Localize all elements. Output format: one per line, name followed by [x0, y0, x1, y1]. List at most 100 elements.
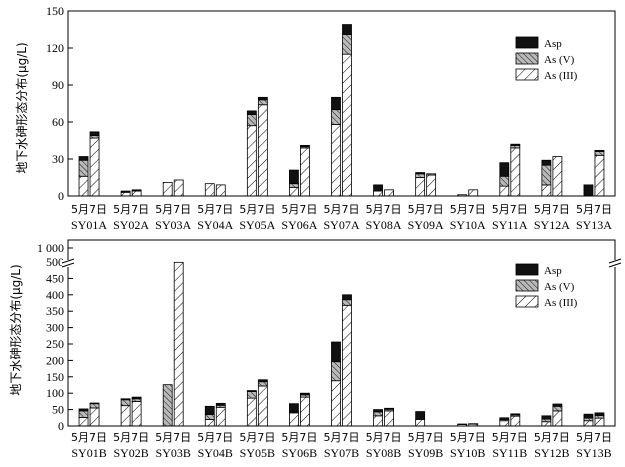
- bar-segment-asp: [415, 411, 426, 420]
- bar-segment-asp: [257, 379, 268, 383]
- bar-segment-asv: [246, 114, 257, 127]
- bar-segment-asp: [457, 423, 468, 425]
- bar-segment-asiii: [583, 420, 594, 427]
- legend-swatch: [515, 279, 539, 292]
- bar-segment-asp: [594, 412, 605, 416]
- bar-segment-asp: [215, 402, 226, 406]
- x-tick-label-date: 5月7日: [197, 431, 233, 444]
- x-tick-label-site: SY12A: [534, 218, 570, 232]
- bar-segment-asiii: [342, 53, 352, 197]
- x-tick-label-date: 5月7日: [576, 203, 612, 216]
- bar-segment-asp: [583, 184, 594, 197]
- legend-label: As (III): [544, 70, 578, 82]
- x-tick-label-site: SY11A: [492, 218, 528, 232]
- x-tick-label-date: 5月7日: [71, 203, 107, 216]
- y-tick-label: 450: [46, 271, 64, 285]
- x-tick-label-date: 5月7日: [239, 203, 275, 216]
- y-tick-label: 200: [46, 353, 64, 367]
- bar-segment-asiii: [384, 189, 394, 197]
- bar-segment-asp: [373, 409, 383, 413]
- x-tick-label-site: SY10B: [450, 446, 485, 460]
- x-tick-label-date: 5月7日: [155, 431, 191, 444]
- x-axis-b: 5月7日 SY01B 5月7日 SY02B 5月7日 SY03B 5月7日 SY04B 5月7日…: [71, 431, 612, 460]
- x-tick-label-date: 5月7日: [71, 431, 107, 444]
- break-slash: [608, 262, 622, 268]
- x-tick-label-site: SY07A: [323, 218, 359, 232]
- bar-segment-asp: [510, 143, 521, 146]
- y-tick-label: 50: [52, 403, 64, 417]
- legend-swatch: [515, 68, 539, 81]
- bar-segment-asv: [468, 423, 479, 425]
- x-tick-label-site: SY06B: [282, 446, 317, 460]
- x-tick-label-site: SY05B: [240, 446, 275, 460]
- legend-swatch: [515, 36, 539, 49]
- bar-segment-asv: [257, 99, 268, 106]
- x-tick-label-site: SY01A: [71, 218, 107, 232]
- bar-segment-asv: [373, 411, 383, 417]
- y-tick-label: 60: [52, 115, 64, 129]
- bar-segment-asiii: [89, 407, 100, 427]
- bar-segment-asp: [415, 172, 426, 175]
- x-tick-label-date: 5月7日: [113, 203, 149, 216]
- legend-label: As (V): [544, 281, 575, 293]
- bar-segment-asp: [373, 184, 383, 192]
- bar-segment-asiii: [215, 406, 226, 427]
- bar-segment-asp: [342, 24, 352, 35]
- legend-label: Asp: [544, 265, 562, 277]
- bar-segment-asp: [289, 169, 299, 185]
- bar-segment-asiii: [257, 104, 268, 197]
- legend-swatch: [515, 295, 539, 308]
- bar-segment-asv: [289, 183, 299, 188]
- bar-segment-asiii: [384, 410, 394, 427]
- bar-segment-asp: [78, 156, 89, 161]
- bar-segment-asp: [499, 162, 510, 177]
- bar-segment-asiii: [120, 191, 131, 197]
- legend-a: Asp As (V) As (III): [515, 36, 578, 82]
- bar-segment-asp: [78, 408, 89, 412]
- bar-segment-asp: [331, 341, 341, 363]
- axis-break-marks: [61, 258, 622, 268]
- chart-panel-b: 地下水砷形态分布(μg/L) 0 50 100 150 200 250 300 350 400 4…: [9, 239, 622, 460]
- bar-segment-asiii: [499, 420, 510, 427]
- x-tick-label-site: SY11B: [492, 446, 527, 460]
- x-tick-label-date: 5月7日: [281, 203, 317, 216]
- x-tick-label-site: SY03A: [155, 218, 191, 232]
- x-tick-label-site: SY02B: [113, 446, 148, 460]
- x-tick-label-site: SY04A: [197, 218, 233, 232]
- bar-segment-asv: [552, 405, 563, 412]
- break-slash: [608, 258, 622, 264]
- bar-segment-asv: [89, 403, 100, 409]
- bar-segment-asiii: [131, 190, 142, 197]
- x-tick-label-site: SY09A: [408, 218, 444, 232]
- y-axis-label-b: 地下水砷形态分布(μg/L): [9, 264, 23, 395]
- x-tick-label-site: SY13B: [576, 446, 611, 460]
- bar-segment-asp: [300, 145, 310, 148]
- y-break-label: 1 000: [37, 241, 64, 255]
- legend-label: As (III): [544, 297, 578, 309]
- bar-segment-asv: [331, 109, 341, 125]
- y-tick-label: 30: [52, 152, 64, 166]
- y-tick-label: 250: [46, 337, 64, 351]
- x-tick-label-date: 5月7日: [113, 431, 149, 444]
- y-tick-label: 150: [46, 4, 64, 18]
- legend-label: Asp: [544, 38, 562, 50]
- bar-segment-asp: [120, 190, 131, 193]
- y-tick-label: 400: [46, 288, 64, 302]
- bar-segment-asp: [204, 405, 215, 415]
- bar-segment-asiii: [204, 419, 215, 427]
- bar-segment-asiii: [120, 405, 131, 427]
- break-slash: [61, 262, 75, 268]
- x-tick-label-site: SY08B: [366, 446, 401, 460]
- x-tick-label-date: 5月7日: [450, 203, 486, 216]
- bar-segment-asv: [499, 175, 510, 187]
- bar-segment-asiii: [468, 189, 479, 197]
- bar-segment-asp: [331, 96, 341, 111]
- bar-segment-asiii: [510, 147, 521, 197]
- x-tick-label-site: SY10A: [450, 218, 486, 232]
- bar-segment-asp: [131, 396, 142, 400]
- bar-segment-asp: [120, 398, 131, 401]
- bar-segment-asiii: [257, 385, 268, 427]
- legend-swatch: [515, 263, 539, 276]
- x-tick-label-date: 5月7日: [366, 203, 402, 216]
